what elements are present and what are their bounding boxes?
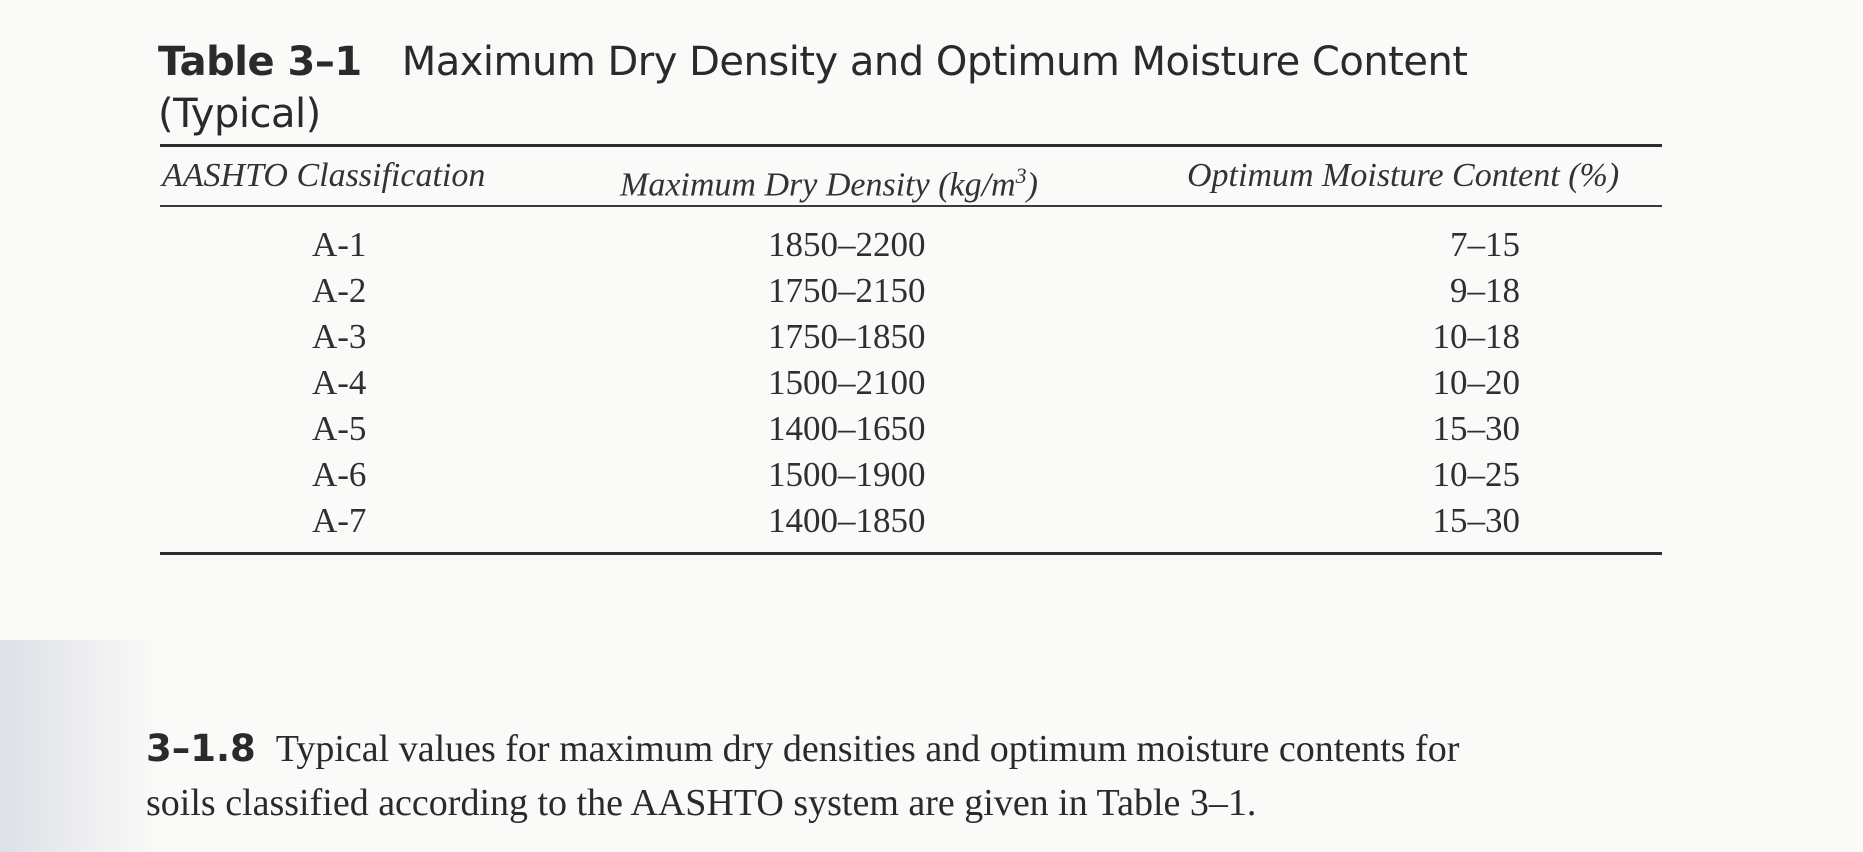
section-text-line1: Typical values for maximum dry densities… bbox=[275, 728, 1460, 770]
cell-classification: A-6 bbox=[312, 455, 367, 494]
cell-moisture: 10–20 bbox=[1432, 363, 1521, 402]
table-title-text: Maximum Dry Density and Optimum Moisture… bbox=[401, 39, 1468, 85]
scan-shading bbox=[0, 640, 160, 852]
table-row: A-3 1750–1850 10–18 bbox=[160, 314, 1662, 360]
cell-classification: A-4 bbox=[312, 363, 367, 402]
column-header-density: Maximum Dry Density (kg/m3) bbox=[620, 156, 1038, 205]
cell-classification: A-2 bbox=[312, 271, 367, 310]
density-header-superscript: 3 bbox=[1015, 163, 1027, 188]
section-text-line2: soils classified according to the AASHTO… bbox=[146, 782, 1257, 824]
cell-classification: A-5 bbox=[312, 409, 367, 448]
table-bottom-rule bbox=[160, 552, 1662, 555]
cell-density: 1750–1850 bbox=[768, 317, 926, 356]
column-header-moisture: Optimum Moisture Content (%) bbox=[1187, 157, 1620, 194]
cell-moisture: 9–18 bbox=[1450, 271, 1520, 310]
density-header-text: Maximum Dry Density (kg/m bbox=[620, 166, 1016, 204]
cell-classification: A-3 bbox=[312, 317, 367, 356]
table-row: A-7 1400–1850 15–30 bbox=[160, 498, 1662, 544]
cell-density: 1500–1900 bbox=[768, 455, 926, 494]
density-header-close: ) bbox=[1026, 166, 1038, 204]
cell-classification: A-1 bbox=[312, 225, 367, 264]
table-title: Table 3–1 Maximum Dry Density and Optimum… bbox=[158, 36, 1558, 140]
table-body: A-1 1850–2200 7–15 A-2 1750–2150 9–18 A-… bbox=[160, 222, 1662, 544]
table-number: Table 3–1 bbox=[158, 39, 362, 85]
cell-density: 1400–1650 bbox=[768, 409, 926, 448]
cell-moisture: 7–15 bbox=[1450, 225, 1520, 264]
section-number: 3–1.8 bbox=[146, 727, 256, 770]
cell-density: 1850–2200 bbox=[768, 225, 926, 264]
column-header-classification: AASHTO Classification bbox=[162, 157, 486, 194]
cell-moisture: 15–30 bbox=[1432, 501, 1521, 540]
cell-moisture: 15–30 bbox=[1432, 409, 1521, 448]
table-header-rule bbox=[160, 205, 1662, 207]
table-row: A-6 1500–1900 10–25 bbox=[160, 452, 1662, 498]
table-row: A-2 1750–2150 9–18 bbox=[160, 268, 1662, 314]
table-row: A-1 1850–2200 7–15 bbox=[160, 222, 1662, 268]
cell-density: 1500–2100 bbox=[768, 363, 926, 402]
cell-density: 1400–1850 bbox=[768, 501, 926, 540]
cell-classification: A-7 bbox=[312, 501, 367, 540]
table-row: A-5 1400–1650 15–30 bbox=[160, 406, 1662, 452]
table-title-line2: (Typical) bbox=[158, 91, 321, 137]
cell-density: 1750–2150 bbox=[768, 271, 926, 310]
cell-moisture: 10–18 bbox=[1432, 317, 1521, 356]
cell-moisture: 10–25 bbox=[1432, 455, 1521, 494]
table-row: A-4 1500–2100 10–20 bbox=[160, 360, 1662, 406]
section-paragraph: 3–1.8 Typical values for maximum dry dens… bbox=[146, 722, 1666, 830]
table-top-rule bbox=[160, 144, 1662, 147]
